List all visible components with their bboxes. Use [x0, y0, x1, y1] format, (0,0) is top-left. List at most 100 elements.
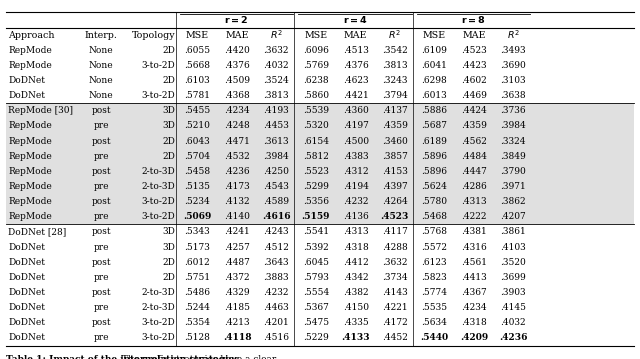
Text: .5392: .5392	[303, 243, 329, 252]
Text: .3103: .3103	[500, 76, 526, 85]
Text: .5244: .5244	[184, 303, 211, 312]
Text: .4197: .4197	[343, 121, 369, 130]
Text: .3493: .3493	[500, 46, 526, 55]
Text: .5812: .5812	[303, 152, 329, 161]
Text: DoDNet: DoDNet	[8, 288, 45, 297]
Text: .3861: .3861	[500, 228, 526, 237]
Text: .6103: .6103	[184, 76, 211, 85]
Text: RepMode [30]: RepMode [30]	[8, 106, 74, 115]
Text: .4236: .4236	[225, 167, 250, 176]
Text: .4117: .4117	[381, 228, 408, 237]
Text: None: None	[89, 76, 113, 85]
Text: .5769: .5769	[303, 61, 329, 70]
Text: 3-to-2D: 3-to-2D	[141, 212, 175, 222]
Text: .4207: .4207	[500, 212, 526, 222]
Text: .6109: .6109	[422, 46, 447, 55]
Bar	[6, 164, 634, 179]
Text: .5860: .5860	[303, 91, 329, 100]
Text: .5159: .5159	[301, 212, 330, 222]
Text: .3542: .3542	[382, 46, 408, 55]
Text: 3D: 3D	[162, 106, 175, 115]
Text: .5475: .5475	[303, 318, 329, 327]
Text: .5299: .5299	[303, 182, 329, 191]
Text: .4376: .4376	[225, 61, 250, 70]
Text: .4512: .4512	[263, 243, 289, 252]
Text: .4153: .4153	[381, 167, 408, 176]
Text: .5486: .5486	[184, 288, 211, 297]
Text: .5554: .5554	[303, 288, 329, 297]
Text: .4500: .4500	[343, 136, 369, 146]
Text: post: post	[92, 288, 111, 297]
Text: .4342: .4342	[343, 273, 369, 282]
Text: .3862: .3862	[500, 197, 526, 206]
Text: .3243: .3243	[382, 76, 408, 85]
Text: .4234: .4234	[225, 106, 250, 115]
Text: RepMode: RepMode	[8, 152, 52, 161]
Text: .4288: .4288	[382, 243, 408, 252]
Text: 3-to-2D: 3-to-2D	[141, 334, 175, 342]
Text: .6012: .6012	[184, 258, 211, 267]
Text: .5535: .5535	[421, 303, 447, 312]
Text: .4243: .4243	[263, 228, 289, 237]
Text: RepMode: RepMode	[8, 46, 52, 55]
Text: .4250: .4250	[263, 167, 289, 176]
Text: .3520: .3520	[500, 258, 526, 267]
Text: .3857: .3857	[381, 152, 408, 161]
Text: .4143: .4143	[382, 288, 408, 297]
Text: .4318: .4318	[343, 243, 369, 252]
Text: MSE: MSE	[186, 31, 209, 39]
Text: DoDNet: DoDNet	[8, 273, 45, 282]
Text: .5896: .5896	[422, 167, 447, 176]
Text: .3734: .3734	[382, 273, 408, 282]
Text: .5135: .5135	[184, 182, 211, 191]
Text: .4420: .4420	[225, 46, 250, 55]
Bar	[6, 103, 634, 118]
Text: .6045: .6045	[303, 258, 329, 267]
Text: .4257: .4257	[224, 243, 250, 252]
Text: .4032: .4032	[500, 318, 526, 327]
Text: $\mathbf{r = 4}$: $\mathbf{r = 4}$	[342, 14, 367, 25]
Text: .6055: .6055	[184, 46, 211, 55]
Text: .6123: .6123	[422, 258, 447, 267]
Text: .3736: .3736	[500, 106, 526, 115]
Text: .6043: .6043	[184, 136, 211, 146]
Text: .4313: .4313	[461, 197, 487, 206]
Text: $R^2$: $R^2$	[507, 29, 520, 41]
Text: .4241: .4241	[225, 228, 250, 237]
Text: .5781: .5781	[184, 91, 211, 100]
Text: post: post	[92, 228, 111, 237]
Text: .4376: .4376	[343, 61, 369, 70]
Text: .3324: .3324	[500, 136, 526, 146]
Text: .4367: .4367	[461, 288, 487, 297]
Text: MAE: MAE	[344, 31, 367, 39]
Text: .4397: .4397	[382, 182, 408, 191]
Text: .5541: .5541	[303, 228, 329, 237]
Text: .6096: .6096	[303, 46, 329, 55]
Text: .5774: .5774	[422, 288, 447, 297]
Text: .4513: .4513	[343, 46, 369, 55]
Text: .4602: .4602	[461, 76, 487, 85]
Text: .3643: .3643	[263, 258, 289, 267]
Text: .4201: .4201	[263, 318, 289, 327]
Text: 2-to-3D: 2-to-3D	[141, 288, 175, 297]
Text: .3790: .3790	[500, 167, 526, 176]
Text: .5128: .5128	[184, 334, 211, 342]
Text: .4209: .4209	[460, 334, 488, 342]
Text: 2-to-3D: 2-to-3D	[141, 167, 175, 176]
Text: 3-to-2D: 3-to-2D	[141, 91, 175, 100]
Text: .5780: .5780	[422, 197, 447, 206]
Text: MSE: MSE	[305, 31, 328, 39]
Text: .5069: .5069	[183, 212, 212, 222]
Text: .3971: .3971	[500, 182, 526, 191]
Text: .5751: .5751	[184, 273, 211, 282]
Text: .5173: .5173	[184, 243, 211, 252]
Text: .4145: .4145	[500, 303, 526, 312]
Text: None: None	[89, 91, 113, 100]
Text: DoDNet: DoDNet	[8, 334, 45, 342]
Text: .5687: .5687	[422, 121, 447, 130]
Text: .4424: .4424	[461, 106, 487, 115]
Text: .4232: .4232	[343, 197, 369, 206]
Text: post: post	[92, 167, 111, 176]
Text: .3632: .3632	[263, 46, 289, 55]
Text: .4232: .4232	[263, 288, 289, 297]
